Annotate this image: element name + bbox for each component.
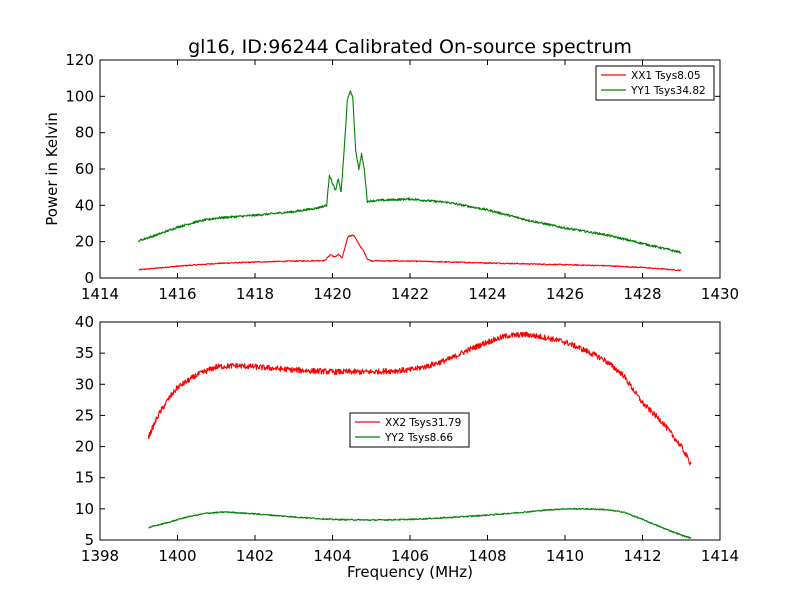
x-tick-label: 1422 — [391, 285, 429, 303]
legend-label: YY1 Tsys34.82 — [630, 85, 706, 97]
x-tick-label: 1414 — [81, 285, 119, 303]
series-line-xx2-tsys31-79 — [147, 331, 692, 466]
legend: XX2 Tsys31.79 YY2 Tsys8.66 — [349, 412, 470, 448]
y-tick-label: 20 — [75, 233, 94, 251]
series-line-yy2-tsys8-66 — [148, 507, 692, 539]
legend-label: XX1 Tsys8.05 — [631, 70, 701, 82]
y-tick-label: 0 — [84, 269, 94, 287]
y-tick-label: 15 — [75, 469, 94, 487]
y-tick-label: 80 — [75, 124, 94, 142]
x-tick-label: 1412 — [623, 547, 661, 565]
x-tick-label: 1402 — [236, 547, 274, 565]
x-tick-label: 1428 — [623, 285, 661, 303]
x-tick-label: 1420 — [313, 285, 351, 303]
series-line-yy1-tsys34-82 — [138, 90, 682, 254]
x-tick-label: 1418 — [236, 285, 274, 303]
x-tick-label: 1430 — [701, 285, 739, 303]
legend: XX1 Tsys8.05 YY1 Tsys34.82 — [595, 65, 715, 101]
x-tick-label: 1404 — [313, 547, 351, 565]
y-tick-label: 35 — [75, 344, 94, 362]
y-tick-label: 20 — [75, 438, 94, 456]
x-tick-label: 1414 — [701, 547, 739, 565]
top-plot: 1414 1416 1418 1420 1422 1424 1426 1428 1430 0 20 4… — [65, 51, 739, 303]
y-tick-label: 10 — [75, 500, 94, 518]
legend-box — [595, 65, 715, 101]
x-tick-label: 1426 — [546, 285, 584, 303]
y-tick-label: 40 — [75, 313, 94, 331]
chart-title-top: gl16, ID:96244 Calibrated On-source spec… — [188, 36, 632, 58]
x-tick-label: 1398 — [81, 547, 119, 565]
x-tick-label: 1406 — [391, 547, 429, 565]
x-tick-label: 1410 — [546, 547, 584, 565]
y-tick-label: 60 — [75, 160, 94, 178]
y-tick-label: 5 — [84, 531, 94, 549]
y-tick-label: 25 — [75, 406, 94, 424]
y-tick-label: 120 — [65, 51, 94, 69]
x-axis-label-bottom: Frequency (MHz) — [347, 563, 473, 581]
series-line-xx1-tsys8-05 — [138, 234, 682, 272]
x-tick-label: 1400 — [158, 547, 196, 565]
y-tick-label: 40 — [75, 196, 94, 214]
legend-label: YY2 Tsys8.66 — [384, 432, 453, 444]
bottom-plot: 1398 1400 1402 1404 1406 1408 1410 1412 1414 5 10 1… — [75, 313, 739, 565]
y-axis-label-top: Power in Kelvin — [43, 112, 61, 226]
legend-box — [349, 412, 470, 448]
x-tick-label: 1416 — [158, 285, 196, 303]
x-tick-label: 1408 — [468, 547, 506, 565]
y-tick-label: 30 — [75, 375, 94, 393]
y-tick-label: 100 — [65, 87, 94, 105]
legend-label: XX2 Tsys31.79 — [385, 417, 461, 429]
x-tick-label: 1424 — [468, 285, 506, 303]
